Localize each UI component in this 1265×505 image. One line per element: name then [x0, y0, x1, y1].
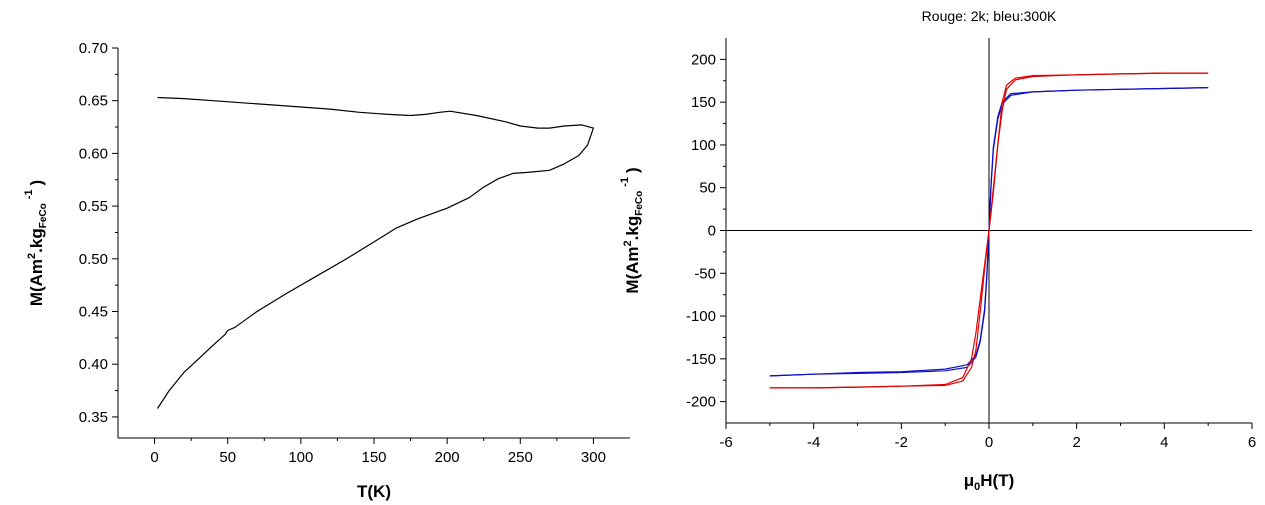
x-tick-label: 6: [1248, 434, 1256, 451]
chart-title: Rouge: 2k; bleu:300K: [922, 8, 1057, 24]
y-axis-title: M(Am2.kgFeCo-1): [23, 180, 49, 306]
x-axis-title: T(K): [357, 482, 391, 501]
y-tick-label: -200: [686, 394, 716, 411]
y-tick-label: -150: [686, 351, 716, 368]
y-tick-label: 0.35: [79, 409, 108, 426]
y-tick-label: 0.60: [79, 145, 108, 162]
series-line-3: [769, 72, 1209, 389]
y-tick-label: 100: [691, 137, 716, 154]
x-tick-label: 300: [581, 449, 606, 466]
x-axis-title: μ0H(T): [964, 471, 1015, 493]
y-tick-label: 200: [691, 51, 716, 68]
x-tick-label: 0: [985, 434, 993, 451]
y-tick-label: 0.55: [79, 198, 108, 215]
y-tick-label: 0.70: [79, 40, 108, 57]
y-tick-label: 50: [699, 180, 716, 197]
x-tick-label: -2: [895, 434, 908, 451]
x-tick-label: 4: [1160, 434, 1168, 451]
x-tick-label: 250: [508, 449, 533, 466]
y-tick-label: 0: [708, 223, 716, 240]
y-tick-label: -50: [694, 265, 716, 282]
x-tick-label: -4: [807, 434, 820, 451]
y-axis-title: M(Am2.kgFeCo-1): [619, 167, 645, 293]
x-tick-label: 100: [288, 449, 313, 466]
y-tick-label: 0.65: [79, 93, 108, 110]
x-tick-label: 200: [435, 449, 460, 466]
y-tick-label: -100: [686, 308, 716, 325]
chart-hysteresis-loop: -6 -4 -2 0 2 4 6 -200 -150 -100 -50 0 50 100 150 200 μ0H…: [619, 8, 1256, 493]
y-tick-label: 0.40: [79, 356, 108, 373]
x-tick-label: 50: [219, 449, 236, 466]
x-tick-label: 0: [150, 449, 158, 466]
series-line-0: [156, 96, 595, 409]
chart-temperature-magnetization: 0 50 100 150 200 250 300 0.35 0.40 0.45 0.50 0.55 0.…: [23, 40, 630, 501]
y-tick-label: 150: [691, 94, 716, 111]
x-tick-label: 2: [1072, 434, 1080, 451]
y-tick-label: 0.45: [79, 304, 108, 321]
x-tick-label: 150: [361, 449, 386, 466]
y-tick-label: 0.50: [79, 251, 108, 268]
x-tick-label: -6: [719, 434, 732, 451]
